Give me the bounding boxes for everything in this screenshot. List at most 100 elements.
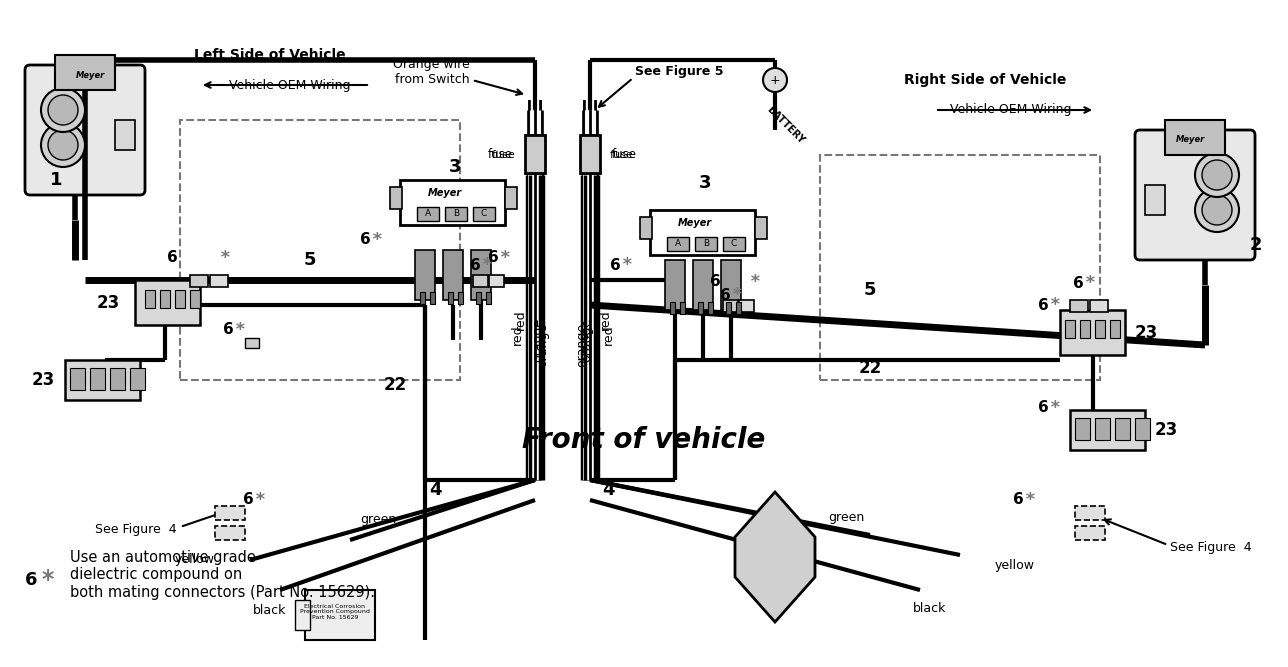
Circle shape <box>1195 188 1239 232</box>
Text: B: B <box>453 209 459 219</box>
Text: 6: 6 <box>359 233 371 247</box>
Bar <box>650 210 755 255</box>
Bar <box>430 292 435 304</box>
Text: Meyer: Meyer <box>677 218 712 228</box>
Bar <box>580 135 600 173</box>
Text: B: B <box>703 239 710 249</box>
Text: BATTERY: BATTERY <box>764 104 806 145</box>
Bar <box>1115 418 1130 440</box>
Text: 23: 23 <box>1155 421 1179 439</box>
Text: fuse: fuse <box>611 150 634 160</box>
Text: Electrical Corrosion
Prevention Compound
Part No. 15629: Electrical Corrosion Prevention Compound… <box>300 604 370 620</box>
Bar <box>1070 300 1088 312</box>
Bar <box>708 302 714 314</box>
Bar <box>693 260 714 310</box>
Text: Meyer: Meyer <box>1176 135 1204 145</box>
Bar <box>401 180 505 225</box>
Text: black: black <box>913 602 947 614</box>
Bar <box>723 237 744 251</box>
Text: 6: 6 <box>223 323 233 338</box>
Bar <box>444 207 468 221</box>
Bar <box>1065 320 1075 338</box>
Text: orange: orange <box>576 323 589 367</box>
Text: Use an automotive grade
dielectric compound on
both mating connectors (Part No. : Use an automotive grade dielectric compo… <box>70 550 375 600</box>
Text: See Figure 5: See Figure 5 <box>635 65 724 79</box>
Bar <box>1145 185 1166 215</box>
Text: 23: 23 <box>32 371 55 389</box>
Circle shape <box>48 130 79 160</box>
Text: Vehicle OEM Wiring: Vehicle OEM Wiring <box>229 79 350 91</box>
Text: fuse: fuse <box>491 150 515 160</box>
Bar <box>160 290 170 308</box>
Text: *: * <box>234 321 246 339</box>
Text: red: red <box>599 309 612 330</box>
Bar <box>1166 120 1225 155</box>
Bar <box>305 590 375 640</box>
Bar <box>146 290 155 308</box>
Text: *: * <box>255 491 265 509</box>
Text: 6: 6 <box>1038 400 1048 416</box>
Bar <box>670 302 675 314</box>
Text: 6: 6 <box>166 251 178 265</box>
Text: 4: 4 <box>601 481 614 499</box>
Bar <box>130 368 146 390</box>
Bar <box>215 506 245 520</box>
Bar <box>109 368 125 390</box>
Bar <box>443 250 462 300</box>
Text: fuse: fuse <box>488 149 513 161</box>
Bar <box>135 280 200 325</box>
Text: 5: 5 <box>864 281 876 299</box>
Bar <box>90 368 106 390</box>
Bar <box>726 302 732 314</box>
Bar <box>1095 320 1105 338</box>
Bar <box>640 217 652 239</box>
Bar <box>1110 320 1121 338</box>
Text: 23: 23 <box>1135 324 1158 342</box>
Bar <box>739 300 753 312</box>
Text: 3: 3 <box>699 174 711 192</box>
Text: *: * <box>1050 296 1060 314</box>
Bar <box>191 290 200 308</box>
Text: *: * <box>750 273 760 291</box>
Bar <box>1060 310 1124 355</box>
Text: See Figure  4: See Figure 4 <box>95 524 176 536</box>
Bar <box>486 292 491 304</box>
Text: Right Side of Vehicle: Right Side of Vehicle <box>904 73 1066 87</box>
Text: *: * <box>1084 274 1095 292</box>
Bar <box>1090 300 1108 312</box>
Bar <box>448 292 453 304</box>
Text: yellow: yellow <box>996 558 1036 572</box>
Text: 22: 22 <box>858 359 881 377</box>
Circle shape <box>762 68 787 92</box>
Text: Meyer: Meyer <box>428 188 462 198</box>
Text: *: * <box>732 286 742 304</box>
Text: See Figure  4: See Figure 4 <box>1170 542 1252 554</box>
Bar <box>55 55 115 90</box>
Bar <box>459 292 462 304</box>
Text: *: * <box>41 568 55 592</box>
Text: Orange wire
from Switch: Orange wire from Switch <box>393 58 470 86</box>
Bar <box>820 155 1100 380</box>
Text: Meyer: Meyer <box>76 71 104 79</box>
Text: 6: 6 <box>720 287 730 303</box>
Bar <box>680 302 685 314</box>
Text: red: red <box>514 309 527 330</box>
Bar <box>180 120 460 380</box>
Circle shape <box>1195 153 1239 197</box>
Bar <box>477 292 480 304</box>
Text: A: A <box>675 239 681 249</box>
Text: 6: 6 <box>24 571 37 589</box>
Bar <box>415 250 435 300</box>
Bar <box>473 275 488 287</box>
Text: black: black <box>254 604 287 616</box>
Bar <box>665 260 685 310</box>
Text: 6: 6 <box>1038 297 1048 313</box>
Bar <box>721 260 741 310</box>
Bar <box>245 338 259 348</box>
Bar <box>420 292 425 304</box>
FancyBboxPatch shape <box>24 65 146 195</box>
Text: Vehicle OEM Wiring: Vehicle OEM Wiring <box>951 103 1072 117</box>
Bar <box>667 237 689 251</box>
Bar <box>696 237 717 251</box>
Bar <box>175 290 185 308</box>
